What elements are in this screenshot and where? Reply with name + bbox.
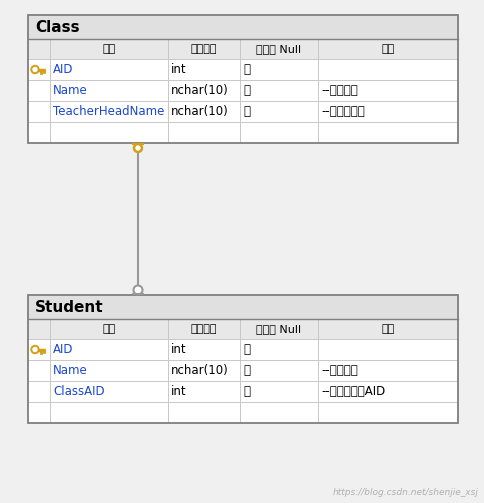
Text: nchar(10): nchar(10) [171, 105, 229, 118]
Text: Class: Class [35, 20, 80, 35]
Bar [28, 101, 458, 122]
Text: https://blog.csdn.net/shenjie_xsj: https://blog.csdn.net/shenjie_xsj [333, 488, 479, 497]
Text: 否: 否 [243, 84, 250, 97]
Bar [28, 295, 458, 319]
Text: Name: Name [53, 364, 88, 377]
Text: 可以为 Null: 可以为 Null [257, 44, 302, 54]
Text: 否: 否 [243, 364, 250, 377]
Text: int: int [171, 385, 187, 398]
Bar [28, 339, 458, 360]
Text: 说明: 说明 [381, 324, 394, 334]
Bar [28, 319, 458, 339]
Text: --班主任姓名: --班主任姓名 [321, 105, 365, 118]
Circle shape [136, 146, 140, 150]
Text: Student: Student [35, 299, 104, 314]
Text: 否: 否 [243, 105, 250, 118]
Text: 列名: 列名 [103, 324, 116, 334]
Bar [28, 381, 458, 402]
Text: TeacherHeadName: TeacherHeadName [53, 105, 165, 118]
Text: 简洁类型: 简洁类型 [191, 324, 217, 334]
Bar [28, 402, 458, 423]
Text: AID: AID [53, 343, 74, 356]
Circle shape [31, 346, 39, 354]
Text: 否: 否 [243, 343, 250, 356]
Text: nchar(10): nchar(10) [171, 84, 229, 97]
Circle shape [134, 286, 142, 294]
Text: --所在班级的AID: --所在班级的AID [321, 385, 385, 398]
Text: 说明: 说明 [381, 44, 394, 54]
Text: int: int [171, 343, 187, 356]
Bar [28, 295, 458, 423]
Bar [28, 360, 458, 381]
Bar [28, 122, 458, 143]
Bar [28, 15, 458, 143]
Text: 列名: 列名 [103, 44, 116, 54]
Circle shape [31, 65, 39, 73]
Bar [28, 15, 458, 143]
Text: --学生姓名: --学生姓名 [321, 364, 358, 377]
Bar [28, 80, 458, 101]
Text: ClassAID: ClassAID [53, 385, 105, 398]
Text: 否: 否 [243, 63, 250, 76]
Text: AID: AID [53, 63, 74, 76]
Text: 简洁类型: 简洁类型 [191, 44, 217, 54]
Bar [28, 39, 458, 59]
Text: --班级名称: --班级名称 [321, 84, 358, 97]
Circle shape [33, 348, 37, 352]
Text: int: int [171, 63, 187, 76]
Circle shape [33, 67, 37, 71]
Bar [28, 295, 458, 423]
Bar [28, 59, 458, 80]
Text: 可以为 Null: 可以为 Null [257, 324, 302, 334]
Circle shape [134, 143, 142, 152]
Bar [28, 15, 458, 39]
Text: 否: 否 [243, 385, 250, 398]
Text: Name: Name [53, 84, 88, 97]
Text: nchar(10): nchar(10) [171, 364, 229, 377]
